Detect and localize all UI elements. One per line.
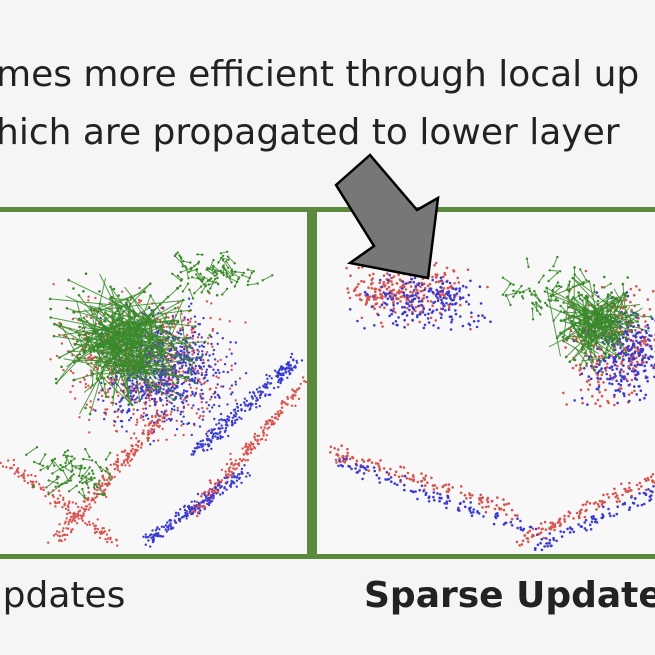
pointer-arrow-icon <box>334 153 440 280</box>
dense-point-cloud <box>0 250 307 548</box>
caption-line-2: hich are propagated to lower layer <box>0 112 620 153</box>
sparse-updates-panel <box>312 207 655 559</box>
sparse-point-cloud <box>329 255 655 552</box>
dense-updates-label: Jpdates <box>0 575 126 616</box>
sparse-updates-label: Sparse Updates <box>364 575 655 616</box>
dense-updates-panel <box>0 207 312 559</box>
caption-line-1: mes more efficient through local up <box>0 54 640 95</box>
